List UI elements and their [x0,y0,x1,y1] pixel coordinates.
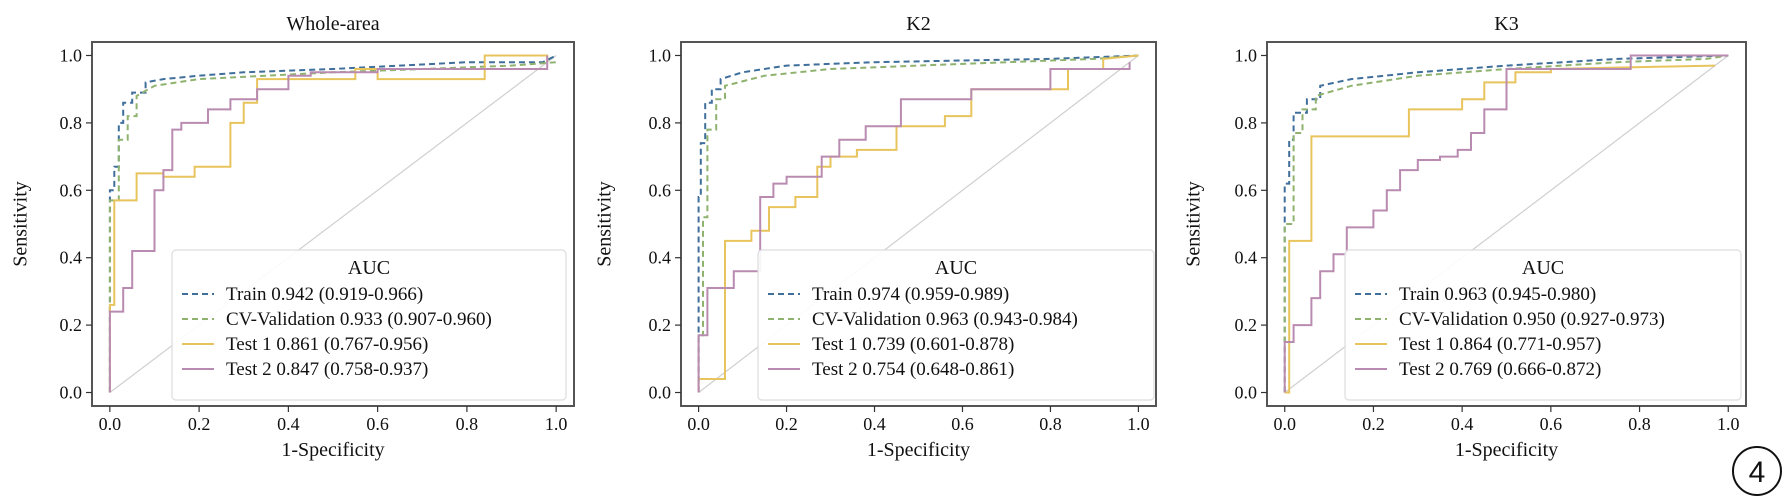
legend-entry: Train 0.974 (0.959-0.989) [812,284,1009,305]
legend-entry: Test 1 0.739 (0.601-0.878) [812,334,1014,355]
y-tick-label: 0.6 [60,180,83,200]
x-tick-label: 1.0 [1717,414,1740,434]
y-tick-label: 0.8 [60,113,83,133]
roc-panel-whole-area: 0.0 0.2 0.4 0.6 0.8 1.0 0.0 0.2 0.4 0.6 0.8 1.0 Whol… [10,13,575,461]
x-tick-label: 0.6 [1540,414,1563,434]
roc-curve-series-3 [108,55,549,393]
x-tick-label: 1.0 [545,414,568,434]
x-tick-label: 0.8 [1628,414,1651,434]
roc-curve-series-1 [1283,54,1729,393]
legend-entry: Test 1 0.861 (0.767-0.956) [226,334,428,355]
x-tick-label: 0.0 [99,414,122,434]
x-tick-label: 0.2 [775,414,798,434]
legend-title: AUC [935,257,977,279]
y-axis-label: Sensitivity [594,181,616,267]
x-tick-label: 0.6 [951,414,974,434]
panel-title: Whole-area [286,13,379,35]
legend: AUC Train 0.974 (0.959-0.989) CV-Validatio… [757,249,1155,401]
y-tick-label: 1.0 [649,45,672,65]
roc-curve-series-3 [1283,54,1729,393]
x-tick-label: 0.4 [1451,414,1474,434]
y-tick-label: 0.0 [1235,383,1258,403]
x-tick-label: 1.0 [1127,414,1150,434]
roc-panel-k2: 0.0 0.2 0.4 0.6 0.8 1.0 0.0 0.2 0.4 0.6 0.8 1.0 K2 1-… [594,13,1157,461]
y-axis-label: Sensitivity [10,181,32,267]
roc-curve-series-2 [697,54,1139,393]
y-axis-label: Sensitivity [1183,181,1205,267]
y-tick-label: 0.8 [649,113,672,133]
x-tick-label: 0.2 [1362,414,1385,434]
panel-title: K2 [906,13,930,35]
legend-entry: Test 1 0.864 (0.771-0.957) [1399,334,1601,355]
figure-badge-label: 4 [1749,456,1766,489]
legend-entry: CV-Validation 0.950 (0.927-0.973) [1399,309,1665,330]
y-tick-label: 0.2 [60,315,83,335]
y-tick-label: 0.2 [649,315,672,335]
legend-title: AUC [348,257,390,279]
x-tick-label: 0.8 [456,414,479,434]
legend-entry: CV-Validation 0.963 (0.943-0.984) [812,309,1078,330]
legend-entry: Test 2 0.754 (0.648-0.861) [812,359,1014,380]
x-axis-label: 1-Specificity [281,439,384,461]
y-tick-label: 0.4 [1235,248,1258,268]
legend-box [1344,249,1742,401]
y-tick-label: 0.4 [60,248,83,268]
x-tick-label: 0.0 [1273,414,1296,434]
roc-curve-series-0 [108,54,557,393]
roc-curve-series-0 [1283,54,1729,393]
roc-curve-series-1 [697,54,1139,393]
roc-curve-series-3 [697,62,1131,393]
x-tick-label: 0.4 [277,414,300,434]
roc-curve-series-0 [697,54,1139,393]
x-axis-label: 1-Specificity [1455,439,1558,461]
legend-entry: Test 2 0.769 (0.666-0.872) [1399,359,1601,380]
x-tick-label: 0.6 [366,414,389,434]
legend-entry: Test 2 0.847 (0.758-0.937) [226,359,428,380]
legend: AUC Train 0.942 (0.919-0.966) CV-Validatio… [171,249,567,401]
x-axis-label: 1-Specificity [867,439,970,461]
roc-panel-k3: 0.0 0.2 0.4 0.6 0.8 1.0 0.0 0.2 0.4 0.6 0.8 1.0 K3 1-… [1183,13,1747,461]
legend-entry: Train 0.963 (0.945-0.980) [1399,284,1596,305]
y-tick-label: 0.4 [649,248,672,268]
y-tick-label: 1.0 [60,45,83,65]
legend-box [171,249,567,401]
y-tick-label: 0.6 [1235,180,1258,200]
y-tick-label: 1.0 [1235,45,1258,65]
legend-entry: CV-Validation 0.933 (0.907-0.960) [226,309,492,330]
panel-title: K3 [1494,13,1518,35]
roc-curve-series-2 [1284,64,1716,394]
legend-box [757,249,1155,401]
y-tick-label: 0.0 [649,383,672,403]
legend-title: AUC [1522,257,1564,279]
y-tick-label: 0.2 [1235,315,1258,335]
legend-entry: Train 0.942 (0.919-0.966) [226,284,423,305]
y-tick-label: 0.6 [649,180,672,200]
legend: AUC Train 0.963 (0.945-0.980) CV-Validatio… [1344,249,1742,401]
x-tick-label: 0.2 [188,414,211,434]
x-tick-label: 0.8 [1039,414,1062,434]
y-tick-label: 0.0 [60,383,83,403]
roc-curve-series-2 [108,54,549,393]
y-tick-label: 0.8 [1235,113,1258,133]
x-tick-label: 0.4 [863,414,886,434]
figure-badge: 4 [1732,446,1782,496]
roc-curve-series-1 [108,61,557,393]
x-tick-label: 0.0 [687,414,710,434]
